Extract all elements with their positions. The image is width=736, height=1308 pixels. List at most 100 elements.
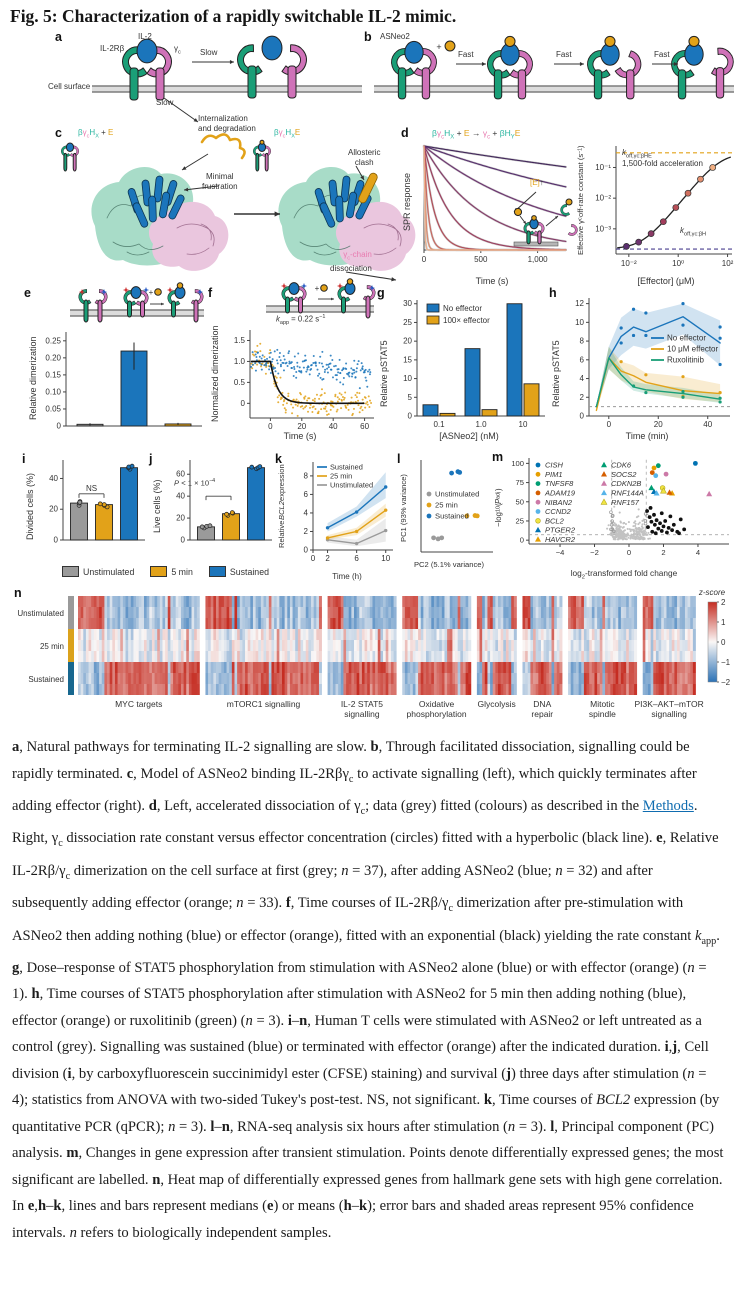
dimerization-ylabel: Relative dimerization <box>28 336 38 420</box>
svg-text:Unstimulated: Unstimulated <box>435 490 479 499</box>
svg-text:No effector: No effector <box>667 334 706 343</box>
panel-m-label: m <box>492 450 504 464</box>
i-canvas: 0 20 40 NS <box>49 460 145 545</box>
svg-text:5: 5 <box>408 393 413 402</box>
panel-c-structure-model: βγcHX + E βγcHXE Minimal frustration Allo… <box>52 126 416 290</box>
svg-text:DNA: DNA <box>533 699 551 709</box>
svg-text:1,000: 1,000 <box>528 255 549 264</box>
koff-bottom-label: koff,γc:βH <box>680 226 707 238</box>
k-ylabel: Relative BCL2 expression <box>277 464 286 548</box>
svg-text:10⁻³: 10⁻³ <box>595 224 611 233</box>
svg-text:0.15: 0.15 <box>45 370 61 379</box>
svg-text:TNFSF8: TNFSF8 <box>545 479 574 488</box>
l-ylabel: PC1 (93% variance) <box>399 474 408 542</box>
panel-g-label: g <box>377 286 385 300</box>
legend-item-unstimulated: Unstimulated <box>62 566 134 577</box>
panel-i-divided-cells: Divided cells (%) 0 20 40 NS <box>25 452 152 564</box>
panel-h-pstat5-timecourse: Relative pSTAT5 0 20 40 0 2 4 6 8 10 12 No effecto… <box>551 286 736 444</box>
svg-text:0: 0 <box>268 422 273 431</box>
panel-a-slow-termination-cartoon: IL-2 IL-2Rβ γc Cell surface Slow Slow In… <box>48 32 364 138</box>
svg-text:0.1: 0.1 <box>433 420 445 429</box>
i-ylabel: Divided cells (%) <box>25 472 35 540</box>
cell-surface-label: Cell surface <box>48 82 91 91</box>
svg-text:0.5: 0.5 <box>234 378 246 387</box>
svg-text:25 min: 25 min <box>435 501 458 510</box>
acceleration-label: 1,500-fold acceleration <box>622 159 703 168</box>
l-xlabel: PC2 (5.1% vari­ance) <box>413 560 485 569</box>
effector-increase-label: [E]↑ <box>530 178 544 187</box>
panel-f-label: f <box>208 286 213 300</box>
svg-text:0: 0 <box>241 399 246 408</box>
svg-text:4: 4 <box>696 548 700 557</box>
ij-legend: Unstimulated 5 min Sustained <box>62 566 269 577</box>
svg-text:Sustained: Sustained <box>435 512 469 521</box>
j-pvalue-label: P < 1 × 10−4 <box>174 478 216 488</box>
svg-text:50: 50 <box>516 497 524 506</box>
svg-text:0.25: 0.25 <box>45 336 61 345</box>
svg-text:10²: 10² <box>722 259 734 268</box>
dimerization-canvas: 0 0.05 0.10 0.15 0.20 0.25 + <box>45 282 204 431</box>
svg-text:100× effector: 100× effector <box>443 316 490 325</box>
offrate-plot-canvas: 10⁻² 10⁰ 10² 10⁻¹ 10⁻² 10⁻³ <box>595 146 734 268</box>
svg-text:60: 60 <box>176 470 185 479</box>
svg-text:spindle: spindle <box>589 709 616 719</box>
svg-text:No effector: No effector <box>443 304 482 313</box>
spr-ylabel: SPR response <box>402 172 412 232</box>
svg-text:z-score: z-score <box>698 588 726 597</box>
fast-arrow-label-3: Fast <box>654 50 670 59</box>
svg-text:repair: repair <box>531 709 553 719</box>
svg-text:−1: −1 <box>721 658 731 667</box>
svg-text:25: 25 <box>403 318 412 327</box>
svg-text:4: 4 <box>304 508 309 517</box>
panel-j-live-cells: Live cells (%) 0 20 40 60 P < 1 × 10−4 <box>152 452 279 564</box>
panel-n-label: n <box>14 586 22 600</box>
svg-text:ADAM19: ADAM19 <box>544 489 576 498</box>
svg-text:0: 0 <box>607 420 612 429</box>
panel-e-dimerization-bars: Relative dimerization 0 0.05 0.10 0.15 0.20 0… <box>28 282 210 444</box>
svg-text:signalling: signalling <box>344 709 380 719</box>
panel-b-cartoon-canvas: + <box>374 35 734 100</box>
svg-text:Oxidative: Oxidative <box>419 699 455 709</box>
panel-i-label: i <box>22 452 26 466</box>
svg-text:10: 10 <box>575 318 584 327</box>
svg-text:1: 1 <box>721 618 726 627</box>
svg-text:−2: −2 <box>721 678 731 687</box>
panel-l-label: l <box>397 452 401 466</box>
svg-text:+: + <box>436 42 441 52</box>
svg-text:30: 30 <box>403 299 412 308</box>
svg-text:Unstimulated: Unstimulated <box>330 481 373 490</box>
minimal-frustration-label: Minimal frustration <box>202 172 238 191</box>
panel-d-label: d <box>401 126 409 140</box>
svg-text:Sustained: Sustained <box>330 463 363 472</box>
fast-arrow-label-1: Fast <box>458 50 474 59</box>
svg-text:2: 2 <box>580 393 585 402</box>
figure-caption: a, Natural pathways for terminating IL-2… <box>12 739 724 1241</box>
panel-f-dimerization-timecourse: Normalized dimerization 0 20 40 60 0 0.5 1.0 1.… <box>210 278 380 444</box>
svg-text:PIM1: PIM1 <box>545 470 563 479</box>
svg-text:40: 40 <box>49 474 58 483</box>
panel-k-label: k <box>275 452 282 466</box>
panel-h-label: h <box>549 286 557 300</box>
svg-text:+: + <box>315 284 320 293</box>
svg-text:SOCS2: SOCS2 <box>611 470 637 479</box>
svg-text:−2: −2 <box>590 548 599 557</box>
panel-c-label: c <box>55 126 62 140</box>
svg-text:CDK6: CDK6 <box>611 461 632 470</box>
svg-text:25 min: 25 min <box>330 472 352 481</box>
svg-text:20: 20 <box>49 505 58 514</box>
svg-text:0: 0 <box>408 412 413 421</box>
svg-text:25 min: 25 min <box>40 642 64 651</box>
svg-text:20: 20 <box>297 422 306 431</box>
svg-text:10⁻²: 10⁻² <box>621 259 637 268</box>
svg-text:Sustained: Sustained <box>28 675 64 684</box>
svg-text:0.05: 0.05 <box>45 404 61 413</box>
panel-k-bcl2-expression: Relative BCL2 expression 0 2 6 10 0 2 4 6 8 Susta… <box>277 452 399 585</box>
svg-text:10⁰: 10⁰ <box>672 259 684 268</box>
svg-text:signalling: signalling <box>651 709 687 719</box>
fast-arrow-label-2: Fast <box>556 50 572 59</box>
svg-text:75: 75 <box>516 478 524 487</box>
panel-b-label: b <box>364 30 372 44</box>
